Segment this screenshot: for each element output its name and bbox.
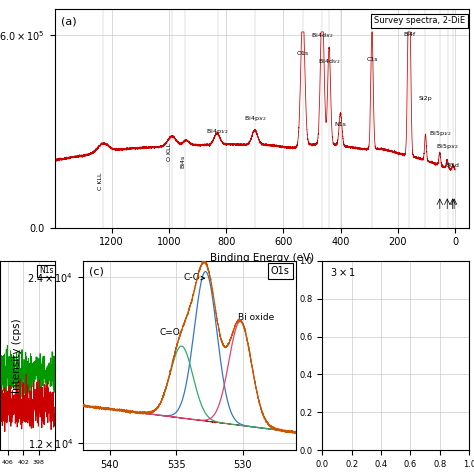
Text: C-O: C-O xyxy=(184,273,204,282)
Text: C1s: C1s xyxy=(366,57,378,63)
Text: Bi5p$_{3/2}$: Bi5p$_{3/2}$ xyxy=(436,142,459,151)
Y-axis label: Intensity (cps): Intensity (cps) xyxy=(12,318,22,393)
Text: Bi4d$_{3/2}$: Bi4d$_{3/2}$ xyxy=(311,32,333,40)
Text: Bi4d$_{5/2}$: Bi4d$_{5/2}$ xyxy=(318,57,340,65)
Text: Bi4s: Bi4s xyxy=(180,155,185,168)
Text: C=O: C=O xyxy=(159,328,180,337)
Text: (a): (a) xyxy=(61,16,76,26)
Text: (c): (c) xyxy=(89,266,104,276)
Text: Bi oxide: Bi oxide xyxy=(238,312,274,321)
Text: Bi4p$_{1/2}$: Bi4p$_{1/2}$ xyxy=(206,128,229,136)
Text: $3\times1$: $3\times1$ xyxy=(330,266,355,278)
Text: Si2p: Si2p xyxy=(419,96,432,101)
Text: Bi4f: Bi4f xyxy=(403,32,415,37)
Text: Bi5d: Bi5d xyxy=(446,163,460,168)
Text: Survey spectra, 2-DiE: Survey spectra, 2-DiE xyxy=(374,16,465,25)
Text: O1s: O1s xyxy=(271,266,290,276)
Text: N1s: N1s xyxy=(335,121,346,127)
Text: Bi4p$_{3/2}$: Bi4p$_{3/2}$ xyxy=(244,115,266,123)
Text: O KLL: O KLL xyxy=(167,143,172,161)
Text: O1s: O1s xyxy=(297,51,309,56)
Text: C KLL: C KLL xyxy=(98,172,103,190)
Text: N1s: N1s xyxy=(39,266,54,275)
Text: Bi5p$_{1/2}$: Bi5p$_{1/2}$ xyxy=(429,129,451,138)
X-axis label: Binding Energy (eV): Binding Energy (eV) xyxy=(210,253,314,263)
